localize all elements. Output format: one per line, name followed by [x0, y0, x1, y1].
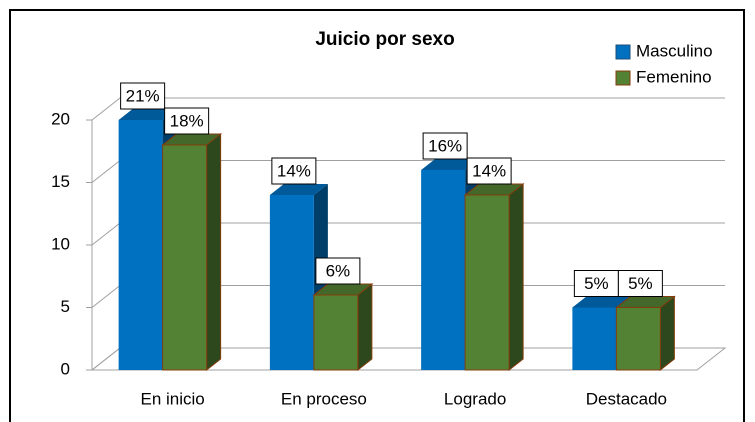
bar-top: [572, 296, 631, 308]
data-label: 21%: [126, 86, 160, 105]
data-label: 14%: [277, 161, 311, 180]
chart-title: Juicio por sexo: [315, 29, 454, 50]
x-tick-label: En inicio: [140, 389, 204, 408]
data-label-box: [120, 82, 166, 110]
y-tick-label: 20: [51, 109, 70, 128]
bar-top: [421, 159, 480, 170]
bar-side: [508, 182, 524, 372]
data-label-box: [271, 157, 317, 185]
bar-side: [357, 282, 373, 372]
bar-side: [206, 132, 222, 372]
legend-swatch: [615, 70, 631, 86]
bar-front: [615, 307, 661, 371]
y-tick-label: 5: [61, 297, 70, 316]
bar-front: [269, 195, 314, 370]
y-tick-label: 15: [51, 172, 70, 191]
x-tick-label: Logrado: [444, 389, 506, 408]
data-label: 5%: [584, 274, 609, 293]
bar-front: [118, 120, 163, 370]
data-label-box: [573, 270, 619, 297]
bar-top: [118, 109, 177, 120]
data-label-box: [164, 107, 210, 135]
legend-swatch: [615, 44, 631, 60]
bar-side: [659, 295, 675, 372]
data-label-box: [422, 132, 468, 160]
bar-front: [464, 194, 510, 371]
y-tick-label: 10: [51, 234, 70, 253]
x-tick-label: En proceso: [281, 389, 367, 408]
data-label: 6%: [326, 261, 351, 280]
bar-front: [313, 294, 359, 371]
data-label: 18%: [170, 111, 204, 130]
data-label: 5%: [628, 274, 653, 293]
legend-label: Masculino: [636, 41, 713, 60]
bar: [161, 132, 223, 372]
grid-line: [91, 97, 725, 121]
x-tick-label: Destacado: [586, 389, 667, 408]
bar: [463, 182, 525, 372]
bar: [312, 282, 374, 372]
data-label: 16%: [428, 136, 462, 155]
y-tick-label: 0: [61, 359, 70, 378]
bar-front: [572, 307, 617, 370]
data-label: 14%: [472, 161, 506, 180]
bar-front: [421, 170, 466, 370]
bar-front: [162, 144, 208, 371]
data-label-box: [315, 257, 361, 285]
data-label-box: [466, 157, 512, 185]
legend-label: Femenino: [636, 67, 712, 86]
bar-top: [269, 184, 328, 195]
bar: [614, 295, 676, 372]
data-label-box: [617, 270, 663, 297]
